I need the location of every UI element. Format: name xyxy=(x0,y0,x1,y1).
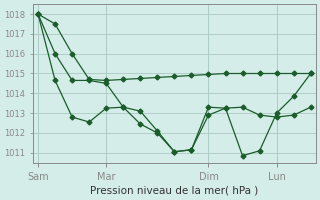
X-axis label: Pression niveau de la mer( hPa ): Pression niveau de la mer( hPa ) xyxy=(90,186,259,196)
